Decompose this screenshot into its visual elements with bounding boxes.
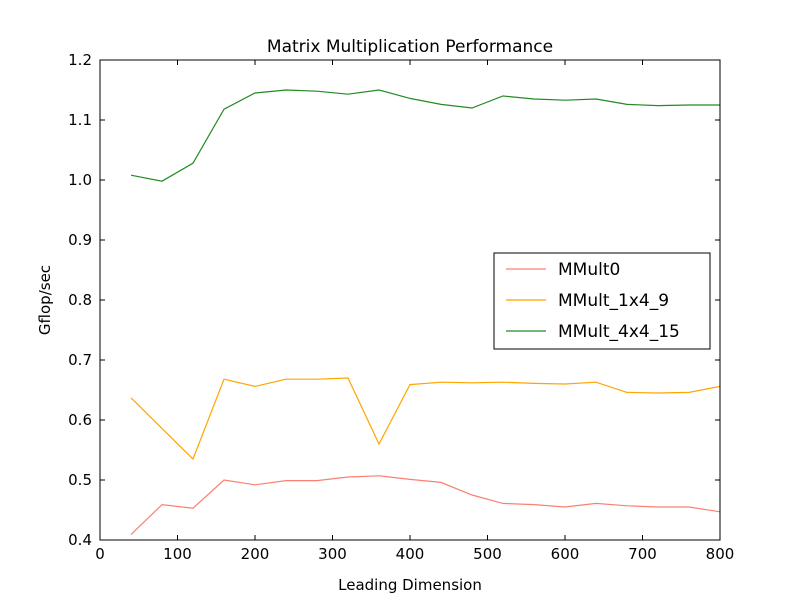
x-axis-label: Leading Dimension [338,576,482,594]
y-axis-label: Gflop/sec [36,265,54,335]
series-lines [130,89,721,536]
axis-ticks: 0 100 200 300 400 500 600 700 800 0.4 0.5 0.6 0.7 0.8… [68,51,734,563]
series-line-0 [130,475,721,536]
legend: MMult0 MMult_1x4_9 MMult_4x4_15 [493,252,711,350]
x-tick-label: 600 [551,545,580,563]
y-tick-label: 0.5 [68,471,92,489]
y-tick-label: 1.1 [68,111,92,129]
y-tick-label: 0.9 [68,231,92,249]
chart-title: Matrix Multiplication Performance [267,37,553,57]
legend-label-1: MMult_1x4_9 [558,291,669,311]
y-tick-label: 0.6 [68,411,92,429]
series-line-2 [130,89,720,182]
legend-label-0: MMult0 [558,260,620,280]
x-tick-label: 700 [628,545,657,563]
x-tick-label: 800 [706,545,735,563]
x-tick-label: 400 [396,545,425,563]
y-tick-label: 0.8 [68,291,92,309]
x-tick-label: 100 [163,545,192,563]
x-tick-label: 500 [473,545,502,563]
series-line-1 [130,377,721,461]
y-tick-label: 1.0 [68,171,92,189]
y-tick-label: 0.7 [68,351,92,369]
legend-label-2: MMult_4x4_15 [558,322,680,342]
x-tick-label: 200 [241,545,270,563]
y-tick-label: 0.4 [68,531,92,549]
y-tick-label: 1.2 [68,51,92,69]
x-tick-label: 0 [95,545,105,563]
x-tick-label: 300 [318,545,347,563]
